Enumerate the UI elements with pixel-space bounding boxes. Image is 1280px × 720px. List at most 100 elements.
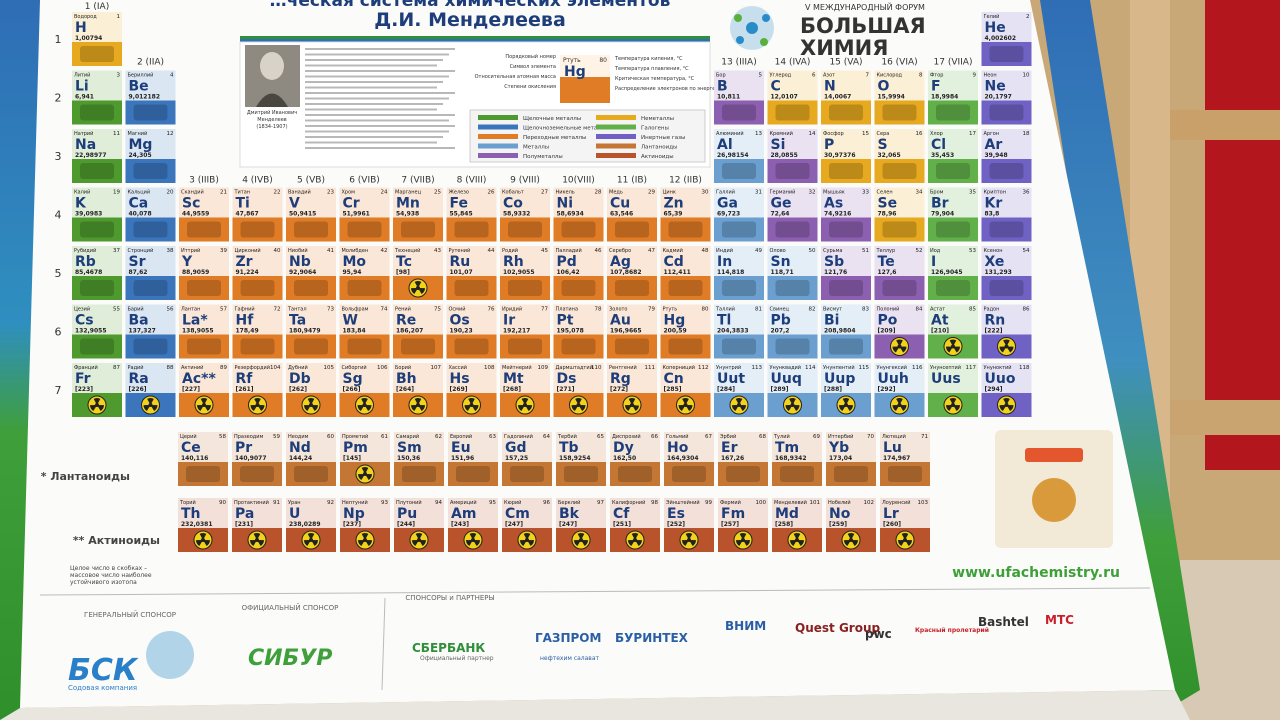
radiation-blade — [789, 398, 796, 405]
radiation-blade — [632, 405, 639, 411]
element-photo — [936, 280, 970, 296]
element-number: 108 — [484, 365, 495, 371]
element-cell: Менделевий 101 Md[258] — [772, 498, 822, 552]
element-symbol: Rh — [503, 254, 524, 270]
cell-top — [72, 363, 122, 393]
element-number: 117 — [966, 365, 977, 371]
cell-top — [448, 498, 498, 528]
element-photo — [294, 280, 328, 296]
element-number: 85 — [969, 307, 976, 313]
period-label: 2 — [55, 92, 62, 105]
poster-stack-edge — [1180, 560, 1280, 720]
radiation-blade — [361, 467, 369, 474]
element-name: Фтор — [930, 73, 943, 79]
element-name: Барий — [128, 306, 144, 313]
cell-top — [607, 304, 657, 335]
element-mass: 63,546 — [610, 211, 633, 218]
radiation-blade — [523, 533, 531, 540]
element-mass: 164,9304 — [667, 455, 699, 462]
element-symbol: Lr — [883, 506, 899, 522]
radiation-blade — [419, 540, 426, 546]
element-photo — [882, 280, 917, 296]
radiation-blade — [411, 288, 418, 294]
element-name: Теллур — [876, 248, 896, 254]
website: www.ufachemistry.ru — [952, 565, 1120, 581]
cell-top — [660, 187, 711, 218]
group-label: 14 (IVA) — [775, 58, 811, 68]
radiation-blade — [257, 540, 264, 546]
radiation-blade — [199, 533, 207, 540]
radiation-blade — [358, 474, 365, 480]
element-number: 113 — [752, 365, 763, 371]
cell-top — [340, 432, 390, 462]
element-symbol: Hs — [450, 371, 470, 387]
cell-top — [556, 432, 606, 462]
element-symbol: Ra — [129, 371, 149, 387]
element-symbol: Cd — [664, 254, 684, 270]
element-name: Радий — [128, 364, 144, 371]
radiation-blade — [361, 533, 369, 540]
element-cell: Бор 5 B10,811 — [714, 70, 764, 125]
element-number: 91 — [273, 500, 280, 506]
element-cell: Кислород 8 O15,9994 — [874, 70, 925, 125]
element-name: Палладий — [556, 247, 582, 254]
element-symbol: Md — [775, 506, 799, 522]
cell-top — [714, 363, 764, 393]
element-photo — [402, 466, 436, 482]
element-symbol: Au — [610, 313, 631, 329]
element-cell: Сиборгий 106 Sg[266] — [339, 363, 390, 417]
element-symbol: In — [717, 254, 732, 270]
cell-top — [125, 70, 176, 101]
element-photo — [722, 338, 756, 355]
logo-mark — [746, 22, 758, 34]
cell-top — [446, 246, 497, 276]
element-name: Германий — [770, 189, 796, 196]
element-number: 42 — [381, 248, 388, 254]
cell-top — [874, 70, 925, 101]
cell-top — [718, 432, 768, 462]
legend-label: Галогены — [641, 126, 669, 132]
footnote: устойчивого изотопа — [70, 579, 137, 586]
radiation-blade — [797, 540, 804, 546]
cell-top — [232, 304, 283, 335]
cell-top — [928, 129, 978, 159]
element-number: 112 — [698, 365, 709, 371]
radiation-blade — [200, 398, 208, 405]
element-cell: Калий 19 K39,0983 — [72, 187, 122, 242]
element-number: 77 — [541, 307, 548, 313]
element-photo — [829, 104, 863, 121]
radiation-blade — [844, 540, 851, 546]
radiation-blade — [418, 405, 425, 411]
element-mass: 238,0289 — [289, 521, 321, 528]
radiation-blade — [846, 405, 853, 411]
element-number: 58 — [219, 434, 226, 440]
element-photo — [454, 221, 489, 238]
element-name: Родий — [502, 247, 518, 254]
cell-top — [874, 246, 925, 276]
element-photo — [561, 221, 596, 238]
element-number: 97 — [597, 500, 604, 506]
element-name: Аргон — [984, 131, 1000, 137]
key-label: Степени окисления — [504, 84, 556, 90]
radiation-blade — [415, 533, 423, 540]
element-mass: 83,8 — [985, 211, 1000, 218]
info-text — [305, 48, 455, 149]
element-photo — [80, 338, 114, 355]
radiation-blade — [1003, 339, 1010, 347]
element-mass: 55,845 — [450, 211, 473, 218]
cell-top — [393, 304, 443, 335]
element-symbol: O — [878, 79, 890, 95]
element-cell: Унунпентий 115 Uup[288] — [821, 363, 871, 417]
radiation-blade — [527, 540, 534, 546]
element-number: 67 — [705, 434, 712, 440]
element-name: Унунтрий — [716, 364, 741, 371]
element-mass: [266] — [343, 386, 361, 393]
